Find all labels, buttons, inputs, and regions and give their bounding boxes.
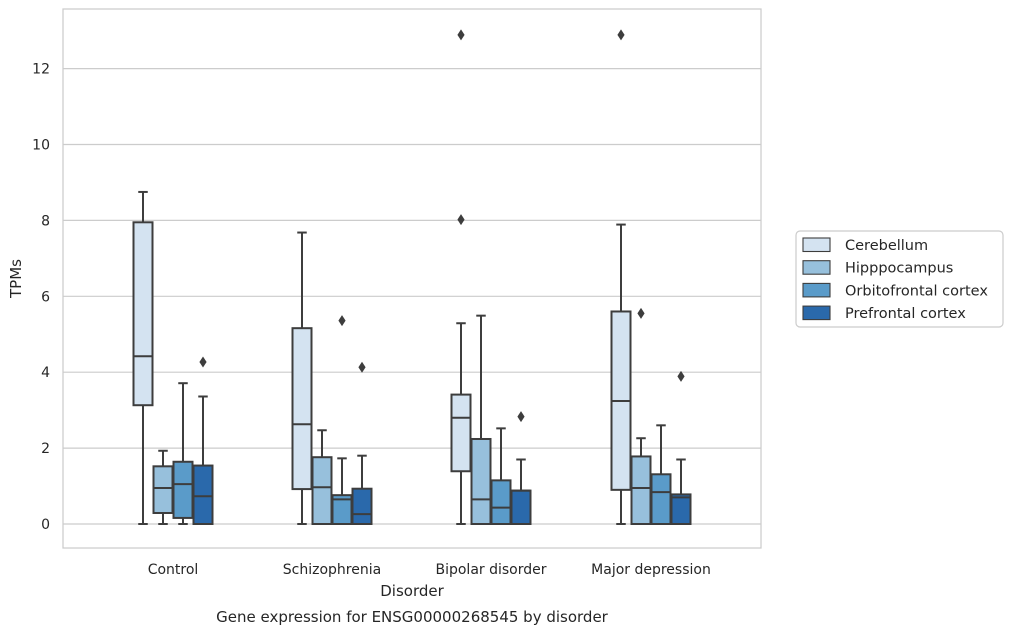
y-tick-label: 8 — [41, 213, 50, 229]
outlier-point — [677, 370, 685, 382]
box-orbitofrontal-cortex — [172, 382, 194, 525]
legend-label: Hipppocampus — [845, 261, 953, 277]
legend-swatch — [802, 282, 831, 298]
legend-frame — [795, 230, 1004, 328]
outlier-point — [617, 29, 625, 41]
outlier-point — [199, 356, 207, 368]
y-tick-label: 2 — [41, 441, 50, 457]
box-iqr — [291, 327, 313, 491]
box-iqr — [670, 493, 692, 525]
x-tick-label: Schizophrenia — [283, 562, 381, 578]
box-prefrontal-cortex — [192, 356, 214, 526]
outlier-point — [338, 315, 346, 327]
x-tick-labels: Control Schizophrenia Bipolar disorder Majo… — [148, 562, 711, 578]
x-tick-label: Bipolar disorder — [435, 562, 546, 578]
outlier-point — [637, 307, 645, 319]
box-cerebellum — [610, 29, 632, 525]
box-iqr — [470, 437, 492, 526]
box-iqr — [630, 455, 652, 526]
y-tick-label: 6 — [41, 289, 50, 305]
legend-swatch — [802, 260, 831, 275]
y-tick-label: 10 — [32, 138, 50, 154]
outlier-point — [457, 29, 465, 41]
x-tick-label: Control — [148, 562, 199, 578]
box-hipppocampus — [311, 429, 333, 526]
y-tick-label: 4 — [41, 365, 50, 381]
box-iqr — [172, 460, 194, 519]
legend-label: Prefrontal cortex — [845, 306, 966, 322]
legend: Cerebellum Hipppocampus Orbitofrontal cort… — [795, 230, 1004, 328]
box-cerebellum — [450, 29, 472, 525]
box-plot-marks — [132, 29, 692, 526]
legend-swatch — [802, 237, 831, 253]
box-hipppocampus — [152, 449, 174, 525]
box-hipppocampus — [470, 314, 492, 526]
box-cerebellum — [132, 190, 154, 525]
box-hipppocampus — [630, 307, 652, 526]
outlier-point — [517, 411, 525, 423]
box-iqr — [351, 487, 373, 526]
box-prefrontal-cortex — [510, 411, 532, 526]
plot-frame — [62, 8, 762, 549]
box-orbitofrontal-cortex — [650, 424, 672, 525]
box-iqr — [490, 479, 512, 526]
box-prefrontal-cortex — [351, 361, 373, 526]
box-iqr — [510, 489, 532, 526]
box-iqr — [132, 221, 154, 407]
box-orbitofrontal-cortex — [490, 427, 512, 526]
chart-caption: Gene expression for ENSG00000268545 by d… — [216, 608, 609, 626]
box-iqr — [311, 456, 333, 526]
x-tick-label: Major depression — [591, 562, 711, 578]
y-axis-label: TPMs — [7, 259, 25, 299]
outlier-point — [457, 214, 465, 226]
box-prefrontal-cortex — [670, 370, 692, 525]
box-cerebellum — [291, 231, 313, 525]
outlier-point — [358, 361, 366, 373]
y-tick-labels: 0 2 4 6 8 10 12 — [32, 62, 50, 533]
y-tick-label: 12 — [32, 62, 50, 78]
legend-swatch — [802, 305, 831, 321]
gridlines — [63, 67, 761, 525]
box-iqr — [152, 465, 174, 514]
box-iqr — [192, 464, 214, 526]
box-orbitofrontal-cortex — [331, 315, 353, 525]
x-axis-label: Disorder — [380, 582, 444, 600]
legend-label: Cerebellum — [845, 238, 928, 254]
legend-label: Orbitofrontal cortex — [845, 283, 988, 299]
box-iqr — [450, 393, 472, 473]
y-tick-label: 0 — [41, 517, 50, 533]
box-iqr — [650, 473, 672, 525]
